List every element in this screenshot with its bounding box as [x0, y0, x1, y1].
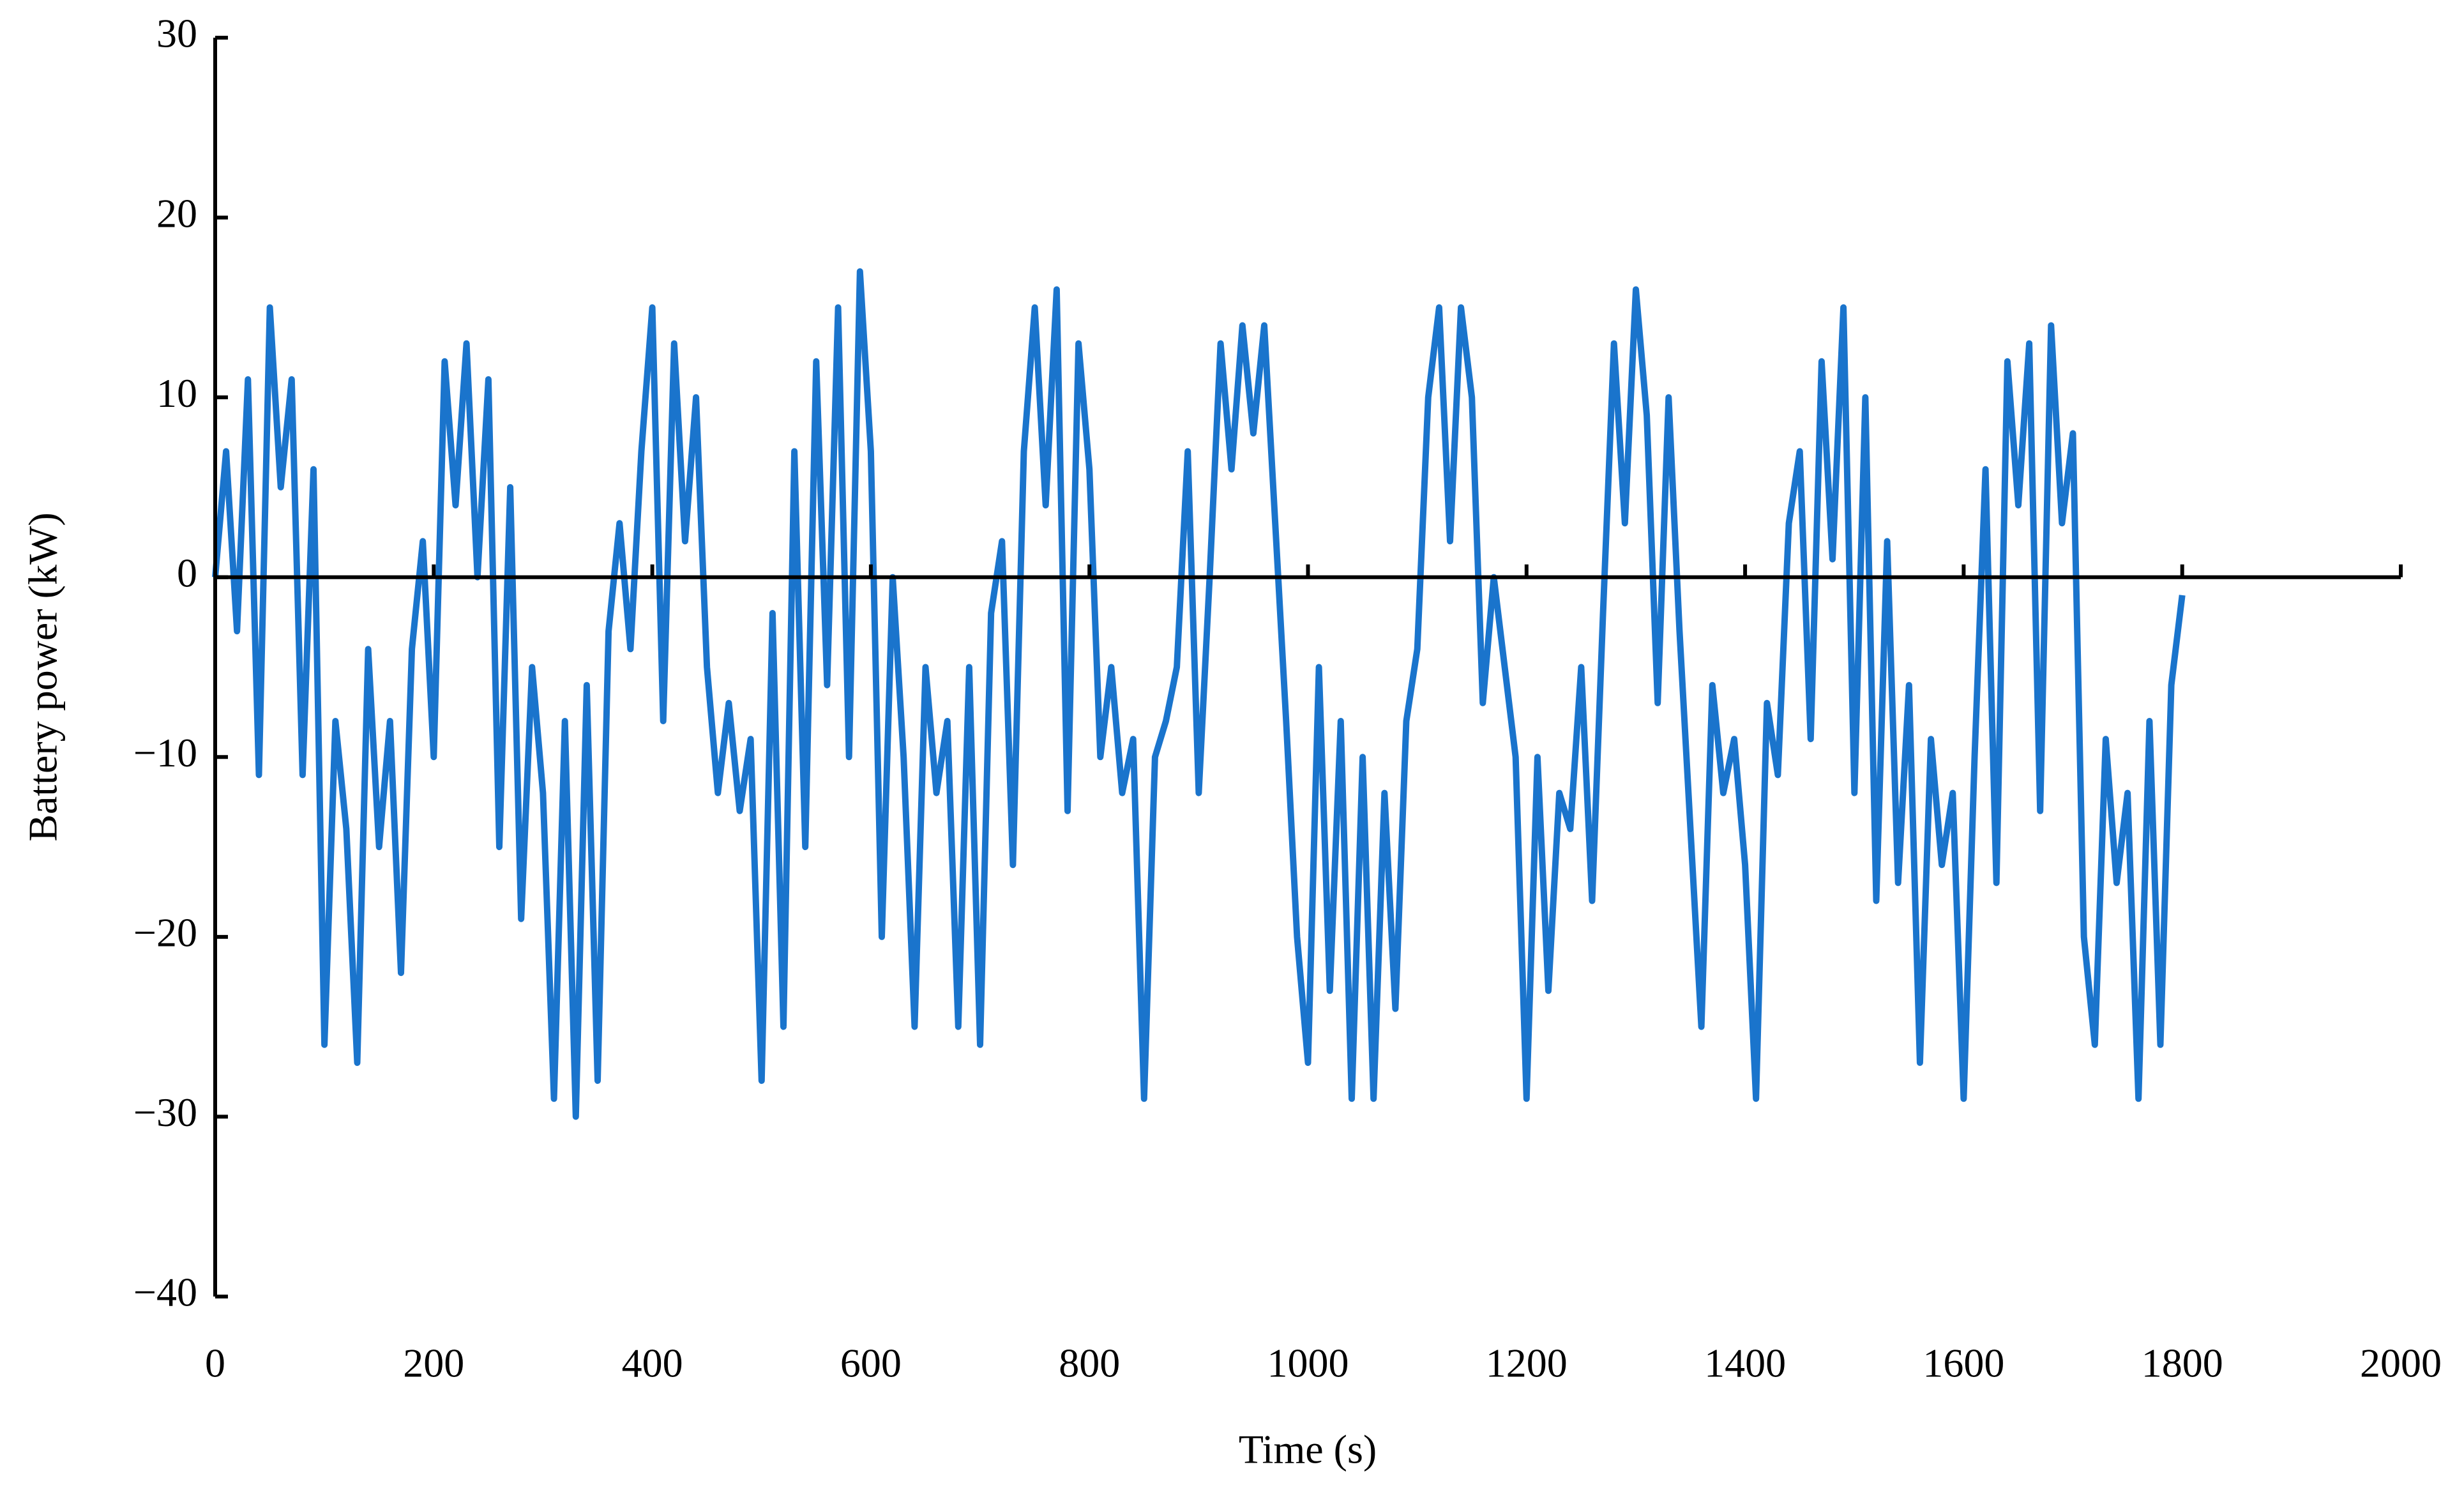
x-tick-label: 1000 [1267, 1341, 1349, 1386]
y-tick-label: −30 [133, 1090, 197, 1135]
y-tick-label: 30 [156, 11, 197, 56]
x-tick-label: 1400 [1704, 1341, 1786, 1386]
x-tick-label: 200 [403, 1341, 464, 1386]
y-tick-label: 20 [156, 190, 197, 236]
y-tick-label: −20 [133, 910, 197, 955]
y-tick-label: −40 [133, 1270, 197, 1315]
x-tick-label: 1200 [1486, 1341, 1568, 1386]
x-tick-label: 400 [622, 1341, 683, 1386]
x-tick-label: 2000 [2360, 1341, 2442, 1386]
x-tick-label: 1600 [1923, 1341, 2004, 1386]
x-tick-label: 600 [840, 1341, 902, 1386]
data-line [212, 268, 2186, 1120]
y-axis-label: Battery power (kW) [20, 512, 66, 841]
y-tick-label: 0 [177, 550, 197, 595]
x-tick-label: 1800 [2142, 1341, 2223, 1386]
y-tick-label: −10 [133, 730, 197, 775]
x-tick-label: 800 [1059, 1341, 1120, 1386]
y-tick-label: 10 [156, 370, 197, 416]
x-tick-label: 0 [205, 1341, 225, 1386]
x-axis-label: Time (s) [1239, 1427, 1377, 1472]
